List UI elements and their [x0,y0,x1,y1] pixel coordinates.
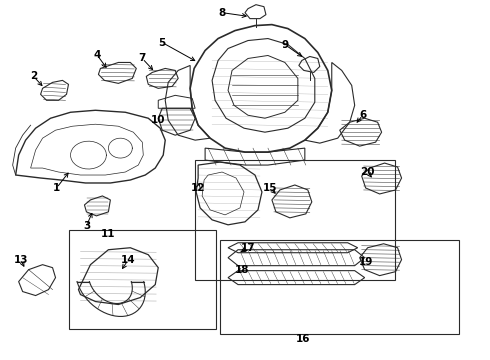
Text: 2: 2 [30,71,37,81]
Text: 5: 5 [159,37,166,48]
Text: 17: 17 [241,243,255,253]
Text: 10: 10 [151,115,166,125]
Text: 4: 4 [94,50,101,60]
Text: 6: 6 [359,110,367,120]
Text: 12: 12 [191,183,205,193]
Text: 16: 16 [295,334,310,345]
Text: 15: 15 [263,183,277,193]
Text: 19: 19 [359,257,373,267]
Text: 14: 14 [121,255,136,265]
Text: 1: 1 [53,183,60,193]
Text: 7: 7 [139,54,146,63]
Text: 13: 13 [13,255,28,265]
Text: 8: 8 [219,8,226,18]
Text: 20: 20 [361,167,375,177]
Text: 9: 9 [281,40,289,50]
Text: 3: 3 [83,221,90,231]
Text: 18: 18 [235,265,249,275]
Text: 11: 11 [101,229,116,239]
